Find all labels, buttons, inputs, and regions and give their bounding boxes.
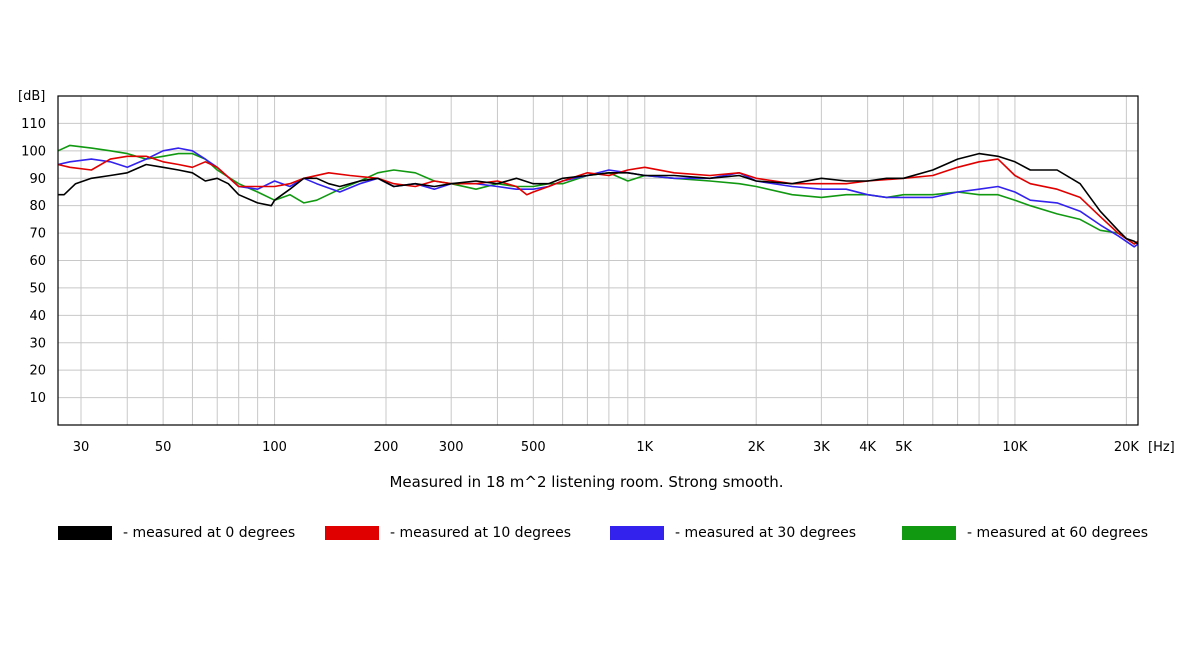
x-tick-label: 3K bbox=[813, 440, 830, 455]
y-tick-label: 40 bbox=[29, 309, 46, 324]
legend-swatch bbox=[610, 526, 664, 540]
series-layer bbox=[57, 144, 1139, 248]
legend-item-10-degrees: - measured at 10 degrees bbox=[325, 524, 571, 542]
x-tick-label: 5K bbox=[895, 440, 912, 455]
y-tick-label: 50 bbox=[29, 281, 46, 296]
legend-swatch bbox=[902, 526, 956, 540]
x-tick-label: 10K bbox=[1002, 440, 1028, 455]
x-tick-label: 200 bbox=[374, 440, 399, 455]
series-line-0 bbox=[58, 152, 1139, 245]
y-tick-label: 20 bbox=[29, 364, 46, 379]
y-tick-label: 70 bbox=[29, 227, 46, 242]
legend-label: - measured at 60 degrees bbox=[967, 525, 1149, 541]
legend-item-0-degrees: - measured at 0 degrees bbox=[58, 524, 295, 542]
x-tick-label: 500 bbox=[521, 440, 546, 455]
x-tick-label: 300 bbox=[439, 440, 464, 455]
x-tick-label: 1K bbox=[636, 440, 653, 455]
legend-swatch bbox=[325, 526, 379, 540]
legend-label: - measured at 10 degrees bbox=[390, 525, 572, 541]
x-tick-label: 4K bbox=[859, 440, 876, 455]
y-axis-label: [dB] bbox=[18, 89, 45, 104]
x-axis-label: [Hz] bbox=[1148, 440, 1175, 455]
y-tick-label: 60 bbox=[29, 254, 46, 269]
series-line-3 bbox=[57, 144, 1139, 245]
x-tick-labels: 30 50 100 200 300 500 1K 2K 3K 4K 5K 10K 20K bbox=[73, 440, 1140, 455]
y-tick-label: 10 bbox=[29, 391, 46, 406]
x-tick-label: 20K bbox=[1114, 440, 1140, 455]
chart-caption: Measured in 18 m^2 listening room. Stron… bbox=[389, 473, 784, 491]
y-tick-labels: 10 20 30 40 50 60 70 80 90 100 110 bbox=[21, 117, 46, 406]
y-tick-label: 100 bbox=[21, 144, 46, 159]
y-tick-label: 80 bbox=[29, 199, 46, 214]
legend-swatch bbox=[58, 526, 112, 540]
y-tick-label: 90 bbox=[29, 172, 46, 187]
series-line-1 bbox=[57, 155, 1139, 245]
legend-item-30-degrees: - measured at 30 degrees bbox=[610, 524, 856, 542]
x-tick-label: 30 bbox=[73, 440, 90, 455]
grid bbox=[58, 96, 1138, 425]
legend-label: - measured at 0 degrees bbox=[123, 525, 296, 541]
legend-item-60-degrees: - measured at 60 degrees bbox=[902, 524, 1148, 542]
legend-label: - measured at 30 degrees bbox=[675, 525, 857, 541]
x-tick-label: 100 bbox=[262, 440, 287, 455]
series-line-2 bbox=[57, 147, 1139, 248]
y-tick-label: 30 bbox=[29, 336, 46, 351]
x-tick-label: 2K bbox=[748, 440, 765, 455]
plot-frame bbox=[57, 95, 1139, 426]
y-tick-label: 110 bbox=[21, 117, 46, 132]
x-tick-label: 50 bbox=[155, 440, 172, 455]
